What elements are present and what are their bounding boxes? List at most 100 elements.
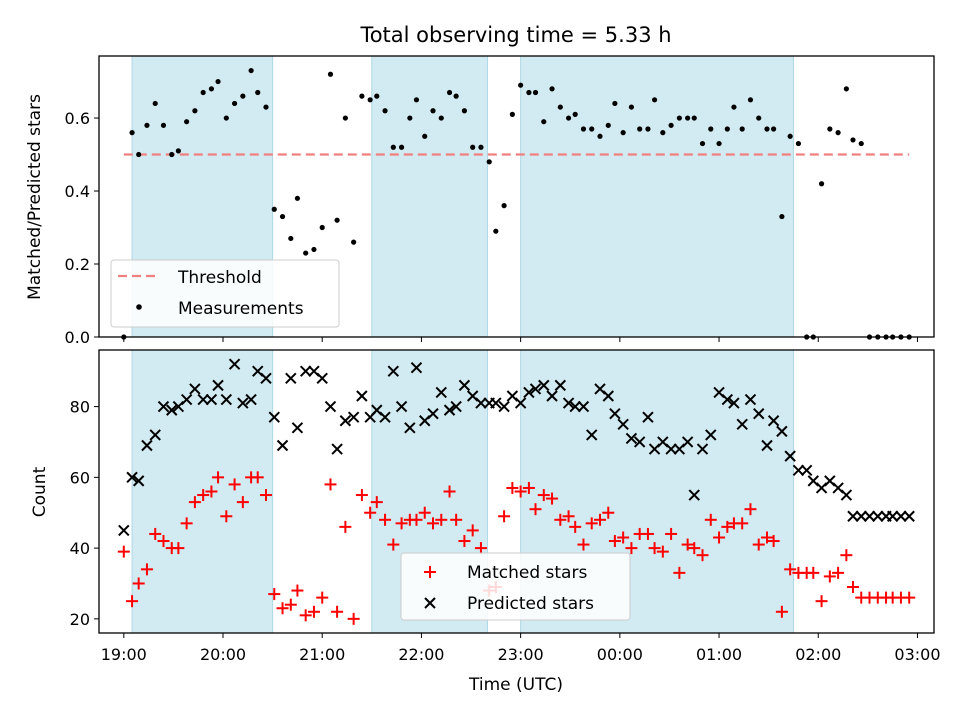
matched-star-point — [291, 584, 304, 597]
matched-star-point — [713, 531, 726, 544]
measurement-point — [651, 97, 658, 103]
legend-matched-label: Matched stars — [467, 563, 587, 583]
x-tick-label: 22:00 — [398, 645, 444, 664]
predicted-star-point — [316, 372, 328, 385]
matched-star-point — [355, 489, 368, 502]
matched-star-point — [602, 506, 615, 519]
measurement-point — [136, 151, 142, 158]
predicted-star-point — [189, 383, 201, 395]
measurement-point — [129, 130, 135, 136]
predicted-star-point — [609, 407, 621, 420]
measurement-point — [461, 108, 468, 114]
measurement-point — [144, 122, 150, 128]
predicted-star-point — [166, 404, 178, 416]
matched-star-point — [387, 538, 400, 551]
measurement-point — [795, 140, 802, 147]
predicted-star-point — [514, 397, 527, 409]
matched-star-point — [522, 481, 535, 494]
measurement-point — [691, 115, 697, 121]
measurement-point — [605, 122, 611, 128]
bottom-panel: 20 40 60 80 19:00 20:00 21:00 22:00 23:00 00:00 0… — [30, 349, 941, 695]
matched-star-point — [815, 595, 828, 608]
predicted-star-point — [847, 510, 859, 522]
top-x-ticks — [123, 337, 918, 342]
matched-star-point — [673, 566, 686, 579]
predicted-star-point — [245, 393, 257, 406]
measurement-point — [374, 93, 380, 99]
predicted-star-point — [141, 439, 153, 452]
measurement-point — [351, 239, 357, 245]
matched-star-point — [784, 563, 797, 576]
matched-star-point — [427, 517, 439, 530]
matched-star-point — [180, 517, 193, 530]
predicted-star-point — [784, 450, 796, 462]
predicted-star-point — [538, 379, 550, 392]
predicted-star-point — [705, 429, 717, 441]
predicted-star-point — [435, 386, 447, 399]
predicted-star-point — [220, 393, 233, 406]
measurement-point — [509, 111, 515, 117]
matched-star-point — [276, 602, 289, 615]
predicted-star-point — [443, 404, 456, 416]
measurement-point — [319, 224, 325, 231]
matched-star-point — [537, 489, 550, 502]
predicted-star-point — [642, 411, 654, 423]
y-tick-label: 0.0 — [65, 328, 90, 347]
x-tick-label: 19:00 — [101, 645, 147, 664]
predicted-star-point — [157, 400, 170, 413]
matched-star-point — [529, 503, 542, 516]
matched-star-point — [149, 527, 162, 540]
predicted-star-point — [331, 443, 343, 455]
predicted-star-point — [895, 510, 907, 522]
matched-star-point — [696, 549, 709, 562]
predicted-star-point — [886, 510, 899, 522]
matched-star-point — [656, 545, 669, 558]
matched-star-point — [117, 545, 130, 558]
measurement-point — [835, 130, 841, 136]
x-tick-label: 20:00 — [200, 645, 246, 664]
matched-star-point — [228, 478, 241, 491]
predicted-star-point — [118, 524, 130, 537]
measurement-point — [248, 67, 254, 74]
measurement-point — [486, 159, 492, 165]
measurement-point — [311, 246, 317, 253]
matched-star-point — [205, 485, 218, 498]
predicted-star-point — [395, 400, 408, 413]
bottom-y-ticks: 20 40 60 80 — [70, 398, 99, 629]
matched-star-point — [577, 538, 590, 551]
x-tick-label: 21:00 — [299, 645, 345, 664]
measurement-point — [359, 93, 365, 99]
top-shaded-intervals — [131, 55, 794, 338]
measurement-point — [294, 195, 301, 201]
matched-star-point — [506, 481, 519, 494]
matched-star-point — [562, 510, 575, 523]
measurement-point — [208, 86, 215, 92]
y-tick-label: 40 — [70, 539, 90, 558]
top-y-axis-label: Matched/Predicted stars — [25, 94, 45, 300]
measurement-point — [342, 115, 348, 121]
matched-star-point — [594, 513, 606, 526]
x-tick-label: 02:00 — [795, 645, 841, 664]
measurement-point — [724, 126, 730, 132]
measurement-point — [367, 97, 373, 103]
measurement-point — [708, 126, 714, 132]
matched-star-point — [665, 527, 678, 540]
matched-star-point — [126, 595, 139, 608]
measurement-point — [676, 115, 682, 121]
y-tick-label: 0.2 — [65, 255, 90, 274]
predicted-star-point — [237, 397, 249, 409]
top-y-ticks: 0.0 0.2 0.4 0.6 — [65, 109, 99, 347]
predicted-star-point — [761, 439, 773, 452]
predicted-star-point — [197, 393, 209, 406]
measurement-point — [493, 228, 499, 234]
top-legend: Threshold Measurements — [110, 259, 340, 328]
matched-star-point — [324, 478, 337, 491]
matched-star-point — [554, 513, 567, 526]
matched-star-point — [410, 513, 423, 526]
predicted-star-point — [665, 443, 677, 455]
matched-star-point — [435, 513, 448, 526]
matched-star-point — [370, 496, 383, 509]
predicted-star-point — [450, 400, 462, 413]
matched-star-point — [761, 531, 773, 544]
measurement-point — [660, 130, 666, 136]
